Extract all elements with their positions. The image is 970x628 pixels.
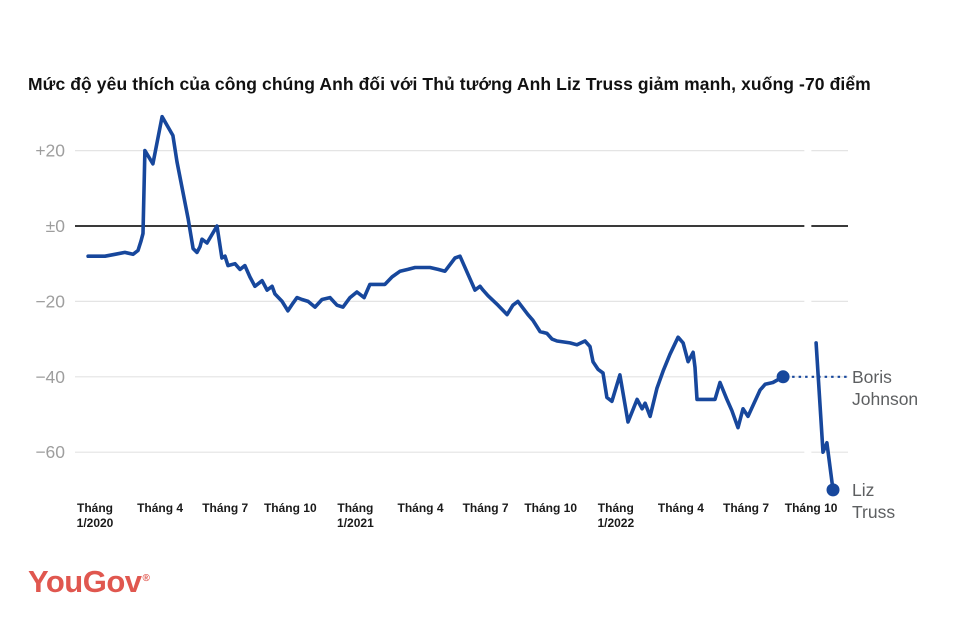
yougov-logo: YouGov® bbox=[28, 564, 150, 600]
series-name-label: Johnson bbox=[852, 389, 918, 409]
y-axis-label: −20 bbox=[35, 291, 65, 311]
x-axis-label: Tháng 4 bbox=[658, 501, 704, 515]
series-name-label: Boris bbox=[852, 367, 892, 387]
x-axis-label: Tháng 10 bbox=[264, 501, 317, 515]
y-axis-label: −60 bbox=[35, 442, 65, 462]
y-axis-label: −40 bbox=[35, 367, 65, 387]
pm-transition-divider bbox=[804, 142, 812, 462]
x-axis-label: Tháng 10 bbox=[524, 501, 577, 515]
chart-title: Mức độ yêu thích của công chúng Anh đối … bbox=[28, 74, 871, 94]
x-axis-label: Tháng 1/2022 bbox=[597, 501, 634, 530]
yougov-logo-text: YouGov bbox=[28, 564, 142, 599]
x-axis-label: Tháng 1/2020 bbox=[77, 501, 114, 530]
x-axis-label: Tháng 4 bbox=[397, 501, 443, 515]
y-axis-label: ±0 bbox=[46, 216, 66, 236]
x-axis-label: Tháng 10 bbox=[785, 501, 838, 515]
y-axis-label: +20 bbox=[35, 141, 65, 161]
x-axis-label: Tháng 7 bbox=[202, 501, 248, 515]
boris-johnson-line bbox=[86, 114, 785, 430]
liz-truss-end-dot bbox=[826, 483, 840, 497]
boris-johnson-end-dot bbox=[776, 370, 790, 384]
registered-mark: ® bbox=[142, 572, 150, 584]
series-name-label: Liz bbox=[852, 480, 874, 500]
x-axis-label: Tháng 7 bbox=[463, 501, 509, 515]
x-axis-label: Tháng 4 bbox=[137, 501, 183, 515]
x-axis-label: Tháng 1/2021 bbox=[337, 501, 374, 530]
liz-truss-line bbox=[814, 341, 835, 492]
series-name-label: Truss bbox=[852, 502, 895, 522]
x-axis-label: Tháng 7 bbox=[723, 501, 769, 515]
